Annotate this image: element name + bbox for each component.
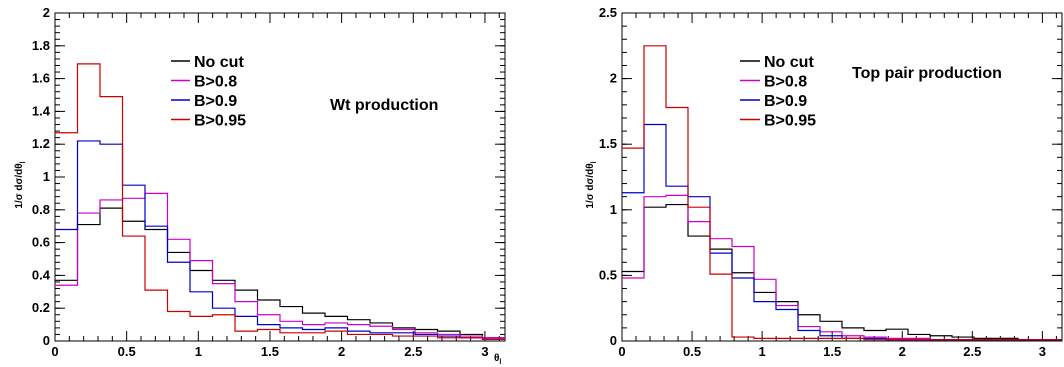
y-tick-label: 1.2 [32, 136, 50, 151]
y-tick-label: 0.6 [32, 235, 50, 250]
x-tick-label: 0 [51, 344, 58, 359]
y-tick-label: 2 [43, 5, 50, 20]
y-tick-label: 2 [610, 71, 617, 86]
y-tick-label: 1 [610, 202, 617, 217]
x-tick-label: 2 [899, 344, 906, 359]
y-tick-label: 0.2 [32, 300, 50, 315]
x-tick-label: 1 [759, 344, 766, 359]
y-axis-label: 1/σ dσ/dθl [585, 161, 598, 208]
plot-frame [621, 12, 1063, 342]
y-tick-label: 1.6 [32, 71, 50, 86]
y-tick-label: 1.4 [32, 103, 51, 118]
x-tick-label: 1.5 [261, 344, 279, 359]
x-tick-label: 3 [1039, 344, 1046, 359]
series-line [622, 203, 1062, 341]
y-tick-label: 0.4 [32, 267, 51, 282]
x-tick-label: 2 [338, 344, 345, 359]
y-tick-label: 0.8 [32, 202, 50, 217]
series-line [55, 140, 505, 340]
y-tick-label: 0 [43, 333, 50, 348]
y-axis-label: 1/σ dσ/dθl [14, 161, 27, 208]
y-tick-label: 1 [43, 169, 50, 184]
x-tick-label: 1.5 [823, 344, 841, 359]
series-line [55, 63, 505, 340]
y-tick-label: 0 [610, 333, 617, 348]
x-tick-label: 2.5 [963, 344, 981, 359]
x-tick-label: 1 [195, 344, 202, 359]
legend-label: No cut [764, 54, 814, 71]
x-tick-label: 0.5 [118, 344, 136, 359]
legend-label: B>0.9 [194, 93, 237, 110]
legend-label: B>0.8 [764, 74, 807, 91]
chart-panel-1: 0 0.5 1 1.5 2 2.5 3 0 0.2 0.4 0.6 0.8 1 1.2 1.4 1.6 1.8 2… [14, 5, 506, 366]
chart-annotation: Wt production [330, 97, 438, 114]
x-tick-label: 3 [481, 344, 488, 359]
y-tick-label: 1.8 [32, 38, 50, 53]
series-line [55, 192, 505, 339]
chart-panel-2: 0 0.5 1 1.5 2 2.5 3 0 0.5 1 1.5 2 2.5 No cut B>0.8 B>0.… [585, 5, 1063, 359]
legend-label: B>0.9 [764, 93, 807, 110]
x-tick-label: 2.5 [404, 344, 422, 359]
y-axis-label-subscript: l [20, 161, 27, 163]
series-line [622, 45, 1062, 341]
legend-label: No cut [194, 54, 244, 71]
legend-label: B>0.8 [194, 74, 237, 91]
y-tick-label: 1.5 [599, 136, 617, 151]
y-tick-label: 2.5 [599, 5, 617, 20]
legend-label: B>0.95 [764, 113, 816, 130]
x-axis-label-subscript: l [499, 359, 501, 366]
x-axis-label: θl [494, 353, 501, 366]
x-tick-label: 0 [618, 344, 625, 359]
legend-label: B>0.95 [194, 113, 246, 130]
series-line [55, 207, 505, 339]
chart-annotation: Top pair production [852, 65, 1002, 82]
y-tick-label: 0.5 [599, 267, 617, 282]
x-tick-label: 0.5 [683, 344, 701, 359]
y-axis-label-subscript: l [591, 161, 598, 163]
